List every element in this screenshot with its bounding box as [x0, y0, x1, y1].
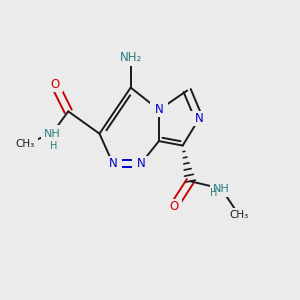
Text: CH₃: CH₃ — [16, 139, 35, 149]
Text: CH₃: CH₃ — [230, 210, 249, 220]
FancyBboxPatch shape — [132, 156, 150, 171]
Text: H: H — [210, 188, 218, 198]
FancyBboxPatch shape — [226, 208, 252, 223]
Text: NH: NH — [213, 184, 230, 194]
Text: N: N — [195, 112, 203, 125]
FancyBboxPatch shape — [166, 199, 182, 214]
Text: N: N — [109, 157, 117, 170]
FancyBboxPatch shape — [210, 181, 232, 197]
Text: N: N — [154, 103, 163, 116]
FancyBboxPatch shape — [13, 136, 38, 152]
FancyBboxPatch shape — [150, 102, 168, 117]
FancyBboxPatch shape — [41, 125, 63, 142]
Text: NH₂: NH₂ — [120, 51, 142, 64]
FancyBboxPatch shape — [116, 50, 146, 66]
Text: N: N — [137, 157, 146, 170]
FancyBboxPatch shape — [104, 156, 122, 171]
Text: H: H — [50, 141, 57, 151]
Text: NH: NH — [44, 129, 60, 139]
Text: O: O — [50, 78, 59, 91]
FancyBboxPatch shape — [47, 77, 63, 92]
FancyBboxPatch shape — [190, 111, 208, 126]
Text: O: O — [169, 200, 178, 213]
